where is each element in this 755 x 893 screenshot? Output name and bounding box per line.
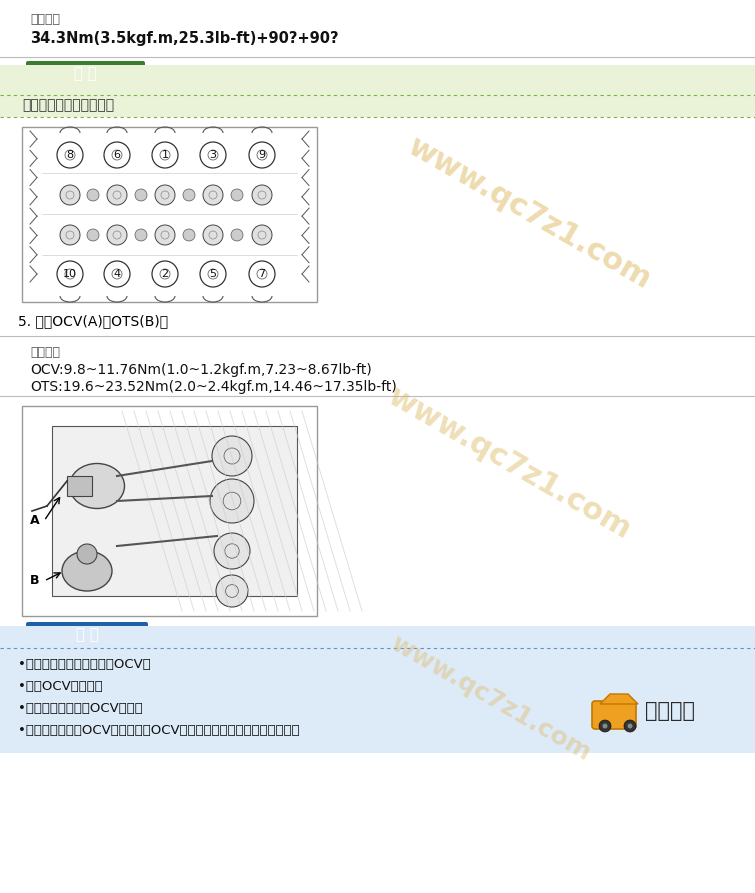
Circle shape — [624, 720, 636, 732]
Text: www.qc7z1.com: www.qc7z1.com — [386, 630, 594, 765]
Circle shape — [183, 229, 195, 241]
Text: 2: 2 — [162, 269, 168, 279]
Bar — [0, 626, 755, 753]
Circle shape — [60, 185, 80, 205]
Circle shape — [87, 189, 99, 201]
Circle shape — [155, 225, 175, 245]
Circle shape — [135, 189, 147, 201]
Text: 3: 3 — [209, 150, 217, 160]
Text: 1: 1 — [162, 150, 168, 160]
Text: 汽修帮手: 汽修帮手 — [645, 701, 695, 721]
Circle shape — [252, 225, 272, 245]
Circle shape — [231, 189, 243, 201]
Circle shape — [107, 225, 127, 245]
Text: 4: 4 — [113, 269, 121, 279]
Circle shape — [216, 575, 248, 607]
Circle shape — [212, 436, 252, 476]
Text: •保持OCV的清洁。: •保持OCV的清洁。 — [18, 680, 103, 692]
Text: 5: 5 — [209, 269, 217, 279]
Text: 7: 7 — [258, 269, 266, 279]
Text: www.qc7z1.com: www.qc7z1.com — [384, 381, 636, 545]
Text: 规定扭矩: 规定扭矩 — [30, 346, 60, 359]
Text: 6: 6 — [113, 150, 121, 160]
Circle shape — [135, 229, 147, 241]
Text: •维修期间不要抓握OCV衬套。: •维修期间不要抓握OCV衬套。 — [18, 702, 143, 714]
Text: 规定扭矩: 规定扭矩 — [30, 13, 60, 26]
Circle shape — [602, 723, 608, 729]
Circle shape — [203, 225, 223, 245]
Circle shape — [214, 533, 250, 569]
Text: 9: 9 — [258, 150, 266, 160]
Ellipse shape — [69, 463, 125, 508]
Circle shape — [155, 185, 175, 205]
Text: OCV:9.8~11.76Nm(1.0~1.2kgf.m,7.23~8.67lb-ft): OCV:9.8~11.76Nm(1.0~1.2kgf.m,7.23~8.67lb… — [30, 363, 371, 377]
Circle shape — [183, 189, 195, 201]
Text: 10: 10 — [63, 269, 77, 279]
FancyBboxPatch shape — [26, 61, 145, 87]
Text: •掉落地下后不要重新使用OCV。: •掉落地下后不要重新使用OCV。 — [18, 657, 151, 671]
Text: B: B — [30, 574, 39, 588]
Text: 注 意: 注 意 — [76, 628, 98, 642]
Text: 5. 安装OCV(A)和OTS(B)。: 5. 安装OCV(A)和OTS(B)。 — [18, 314, 168, 328]
FancyBboxPatch shape — [26, 622, 148, 649]
Text: 8: 8 — [66, 150, 73, 160]
Circle shape — [107, 185, 127, 205]
Text: •在发动机上安装OCV时，在固定OCV支架的情况下，不要移动发动机。: •在发动机上安装OCV时，在固定OCV支架的情况下，不要移动发动机。 — [18, 723, 300, 737]
Polygon shape — [600, 694, 638, 704]
Polygon shape — [52, 426, 297, 596]
Bar — [22, 406, 317, 616]
Text: 参 考: 参 考 — [74, 66, 97, 81]
Circle shape — [599, 720, 611, 732]
Text: A: A — [30, 514, 39, 528]
Circle shape — [77, 544, 97, 564]
Circle shape — [203, 185, 223, 205]
Text: 34.3Nm(3.5kgf.m,25.3lb-ft)+90?+90?: 34.3Nm(3.5kgf.m,25.3lb-ft)+90?+90? — [30, 31, 339, 46]
Bar — [0, 65, 755, 117]
Bar — [22, 127, 317, 302]
Text: OTS:19.6~23.52Nm(2.0~2.4kgf.m,14.46~17.35lb-ft): OTS:19.6~23.52Nm(2.0~2.4kgf.m,14.46~17.3… — [30, 380, 396, 394]
FancyBboxPatch shape — [592, 701, 636, 729]
Text: 要使用新的气缸盖螺栓。: 要使用新的气缸盖螺栓。 — [22, 98, 114, 112]
Text: www.qc7z1.com: www.qc7z1.com — [403, 131, 657, 295]
Ellipse shape — [62, 551, 112, 591]
Bar — [67, 476, 92, 496]
Circle shape — [252, 185, 272, 205]
Circle shape — [210, 479, 254, 523]
Circle shape — [231, 229, 243, 241]
Circle shape — [60, 225, 80, 245]
Circle shape — [627, 723, 633, 729]
Circle shape — [87, 229, 99, 241]
